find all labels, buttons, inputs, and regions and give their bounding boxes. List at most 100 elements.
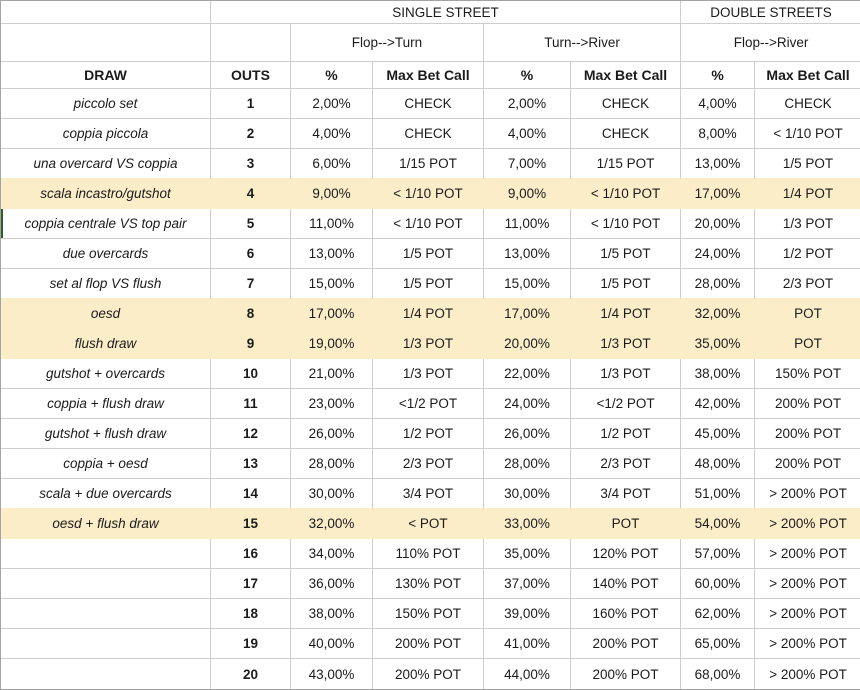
turn-river-maxbetcall-cell[interactable]: 200% POT (571, 629, 682, 659)
draw-name-cell[interactable] (1, 659, 211, 689)
flop-turn-pct-cell[interactable]: 21,00% (291, 359, 373, 389)
flop-river-pct-cell[interactable]: 8,00% (681, 119, 756, 149)
flop-turn-maxbetcall-cell[interactable]: < 1/10 POT (373, 209, 484, 239)
turn-river-pct-cell[interactable]: 17,00% (484, 299, 571, 329)
flop-river-maxbetcall-cell[interactable]: 200% POT (755, 419, 860, 449)
draw-name-cell[interactable]: set al flop VS flush (1, 269, 211, 299)
draw-name-cell[interactable] (1, 599, 211, 629)
outs-cell[interactable]: 1 (211, 89, 291, 119)
draw-name-cell[interactable]: piccolo set (1, 89, 211, 119)
turn-river-maxbetcall-cell[interactable]: CHECK (571, 89, 682, 119)
flop-river-maxbetcall-cell[interactable]: < 1/10 POT (755, 119, 860, 149)
flop-turn-maxbetcall-cell[interactable]: 150% POT (373, 599, 484, 629)
turn-river-maxbetcall-cell[interactable]: <1/2 POT (571, 389, 682, 419)
flop-turn-maxbetcall-cell[interactable]: CHECK (373, 119, 484, 149)
flop-turn-maxbetcall-cell[interactable]: 200% POT (373, 629, 484, 659)
flop-river-pct-cell[interactable]: 51,00% (681, 479, 756, 509)
outs-cell[interactable]: 11 (211, 389, 291, 419)
turn-river-maxbetcall-cell[interactable]: CHECK (571, 119, 682, 149)
flop-turn-pct-cell[interactable]: 13,00% (291, 239, 373, 269)
turn-river-pct-cell[interactable]: 26,00% (484, 419, 571, 449)
flop-river-maxbetcall-cell[interactable]: POT (755, 329, 860, 359)
flop-turn-pct-cell[interactable]: 15,00% (291, 269, 373, 299)
flop-river-maxbetcall-cell[interactable]: CHECK (755, 89, 860, 119)
flop-turn-pct-cell[interactable]: 19,00% (291, 329, 373, 359)
turn-river-pct-cell[interactable]: 2,00% (484, 89, 571, 119)
flop-river-maxbetcall-cell[interactable]: > 200% POT (755, 479, 860, 509)
flop-river-maxbetcall-cell[interactable]: 2/3 POT (755, 269, 860, 299)
flop-turn-pct-cell[interactable]: 6,00% (291, 149, 373, 179)
flop-river-pct-cell[interactable]: 24,00% (681, 239, 756, 269)
outs-cell[interactable]: 15 (211, 509, 291, 539)
turn-river-maxbetcall-cell[interactable]: < 1/10 POT (571, 179, 682, 209)
draw-name-cell[interactable]: oesd + flush draw (1, 509, 211, 539)
flop-river-pct-cell[interactable]: 42,00% (681, 389, 756, 419)
turn-river-maxbetcall-cell[interactable]: 1/15 POT (571, 149, 682, 179)
turn-river-pct-cell[interactable]: 44,00% (484, 659, 571, 689)
flop-turn-pct-cell[interactable]: 4,00% (291, 119, 373, 149)
flop-turn-maxbetcall-column-header[interactable]: Max Bet Call (373, 62, 484, 89)
turn-river-pct-cell[interactable]: 33,00% (484, 509, 571, 539)
flop-river-maxbetcall-cell[interactable]: > 200% POT (755, 539, 860, 569)
turn-river-maxbetcall-cell[interactable]: 160% POT (571, 599, 682, 629)
turn-river-maxbetcall-cell[interactable]: 1/5 POT (571, 269, 682, 299)
flop-turn-maxbetcall-cell[interactable]: 1/5 POT (373, 269, 484, 299)
draw-name-cell[interactable] (1, 629, 211, 659)
flop-turn-pct-cell[interactable]: 30,00% (291, 479, 373, 509)
flop-river-maxbetcall-cell[interactable]: 200% POT (755, 389, 860, 419)
outs-cell[interactable]: 14 (211, 479, 291, 509)
turn-river-pct-cell[interactable]: 7,00% (484, 149, 571, 179)
flop-turn-pct-cell[interactable]: 17,00% (291, 299, 373, 329)
flop-turn-pct-cell[interactable]: 26,00% (291, 419, 373, 449)
flop-river-pct-cell[interactable]: 60,00% (681, 569, 756, 599)
turn-river-pct-cell[interactable]: 24,00% (484, 389, 571, 419)
flop-turn-pct-cell[interactable]: 9,00% (291, 179, 373, 209)
turn-river-maxbetcall-cell[interactable]: < 1/10 POT (571, 209, 682, 239)
flop-turn-pct-cell[interactable]: 32,00% (291, 509, 373, 539)
outs-cell[interactable]: 10 (211, 359, 291, 389)
turn-river-pct-cell[interactable]: 39,00% (484, 599, 571, 629)
flop-river-maxbetcall-column-header[interactable]: Max Bet Call (755, 62, 860, 89)
flop-river-maxbetcall-cell[interactable]: 1/5 POT (755, 149, 860, 179)
flop-river-maxbetcall-cell[interactable]: > 200% POT (755, 629, 860, 659)
turn-river-maxbetcall-cell[interactable]: 1/3 POT (571, 329, 682, 359)
flop-turn-pct-cell[interactable]: 40,00% (291, 629, 373, 659)
flop-turn-pct-cell[interactable]: 28,00% (291, 449, 373, 479)
flop-river-pct-cell[interactable]: 62,00% (681, 599, 756, 629)
draw-name-cell[interactable]: coppia + oesd (1, 449, 211, 479)
outs-cell[interactable]: 12 (211, 419, 291, 449)
flop-turn-maxbetcall-cell[interactable]: 1/2 POT (373, 419, 484, 449)
draw-name-cell[interactable]: coppia + flush draw (1, 389, 211, 419)
empty-cell[interactable] (1, 24, 211, 62)
draw-name-cell[interactable] (1, 539, 211, 569)
flop-turn-maxbetcall-cell[interactable]: 1/3 POT (373, 359, 484, 389)
flop-river-pct-cell[interactable]: 17,00% (681, 179, 756, 209)
draw-name-cell[interactable]: oesd (1, 299, 211, 329)
flop-turn-maxbetcall-cell[interactable]: 130% POT (373, 569, 484, 599)
draw-name-cell[interactable]: una overcard VS coppia (1, 149, 211, 179)
flop-river-maxbetcall-cell[interactable]: 1/4 POT (755, 179, 860, 209)
turn-river-pct-cell[interactable]: 22,00% (484, 359, 571, 389)
flop-turn-maxbetcall-cell[interactable]: 200% POT (373, 659, 484, 689)
flop-river-pct-cell[interactable]: 57,00% (681, 539, 756, 569)
flop-river-pct-cell[interactable]: 68,00% (681, 659, 756, 689)
draw-name-cell[interactable]: gutshot + overcards (1, 359, 211, 389)
outs-cell[interactable]: 16 (211, 539, 291, 569)
empty-cell[interactable] (211, 24, 291, 62)
flop-river-maxbetcall-cell[interactable]: POT (755, 299, 860, 329)
outs-cell[interactable]: 4 (211, 179, 291, 209)
flop-river-pct-cell[interactable]: 35,00% (681, 329, 756, 359)
flop-river-pct-cell[interactable]: 28,00% (681, 269, 756, 299)
turn-river-maxbetcall-cell[interactable]: 1/3 POT (571, 359, 682, 389)
flop-river-pct-cell[interactable]: 45,00% (681, 419, 756, 449)
flop-turn-pct-cell[interactable]: 36,00% (291, 569, 373, 599)
flop-river-pct-cell[interactable]: 32,00% (681, 299, 756, 329)
outs-cell[interactable]: 3 (211, 149, 291, 179)
flop-river-pct-column-header[interactable]: % (681, 62, 756, 89)
turn-river-pct-cell[interactable]: 41,00% (484, 629, 571, 659)
turn-river-maxbetcall-cell[interactable]: 1/2 POT (571, 419, 682, 449)
draw-name-cell[interactable]: due overcards (1, 239, 211, 269)
outs-cell[interactable]: 17 (211, 569, 291, 599)
draw-name-cell[interactable]: gutshot + flush draw (1, 419, 211, 449)
flop-river-maxbetcall-cell[interactable]: 150% POT (755, 359, 860, 389)
